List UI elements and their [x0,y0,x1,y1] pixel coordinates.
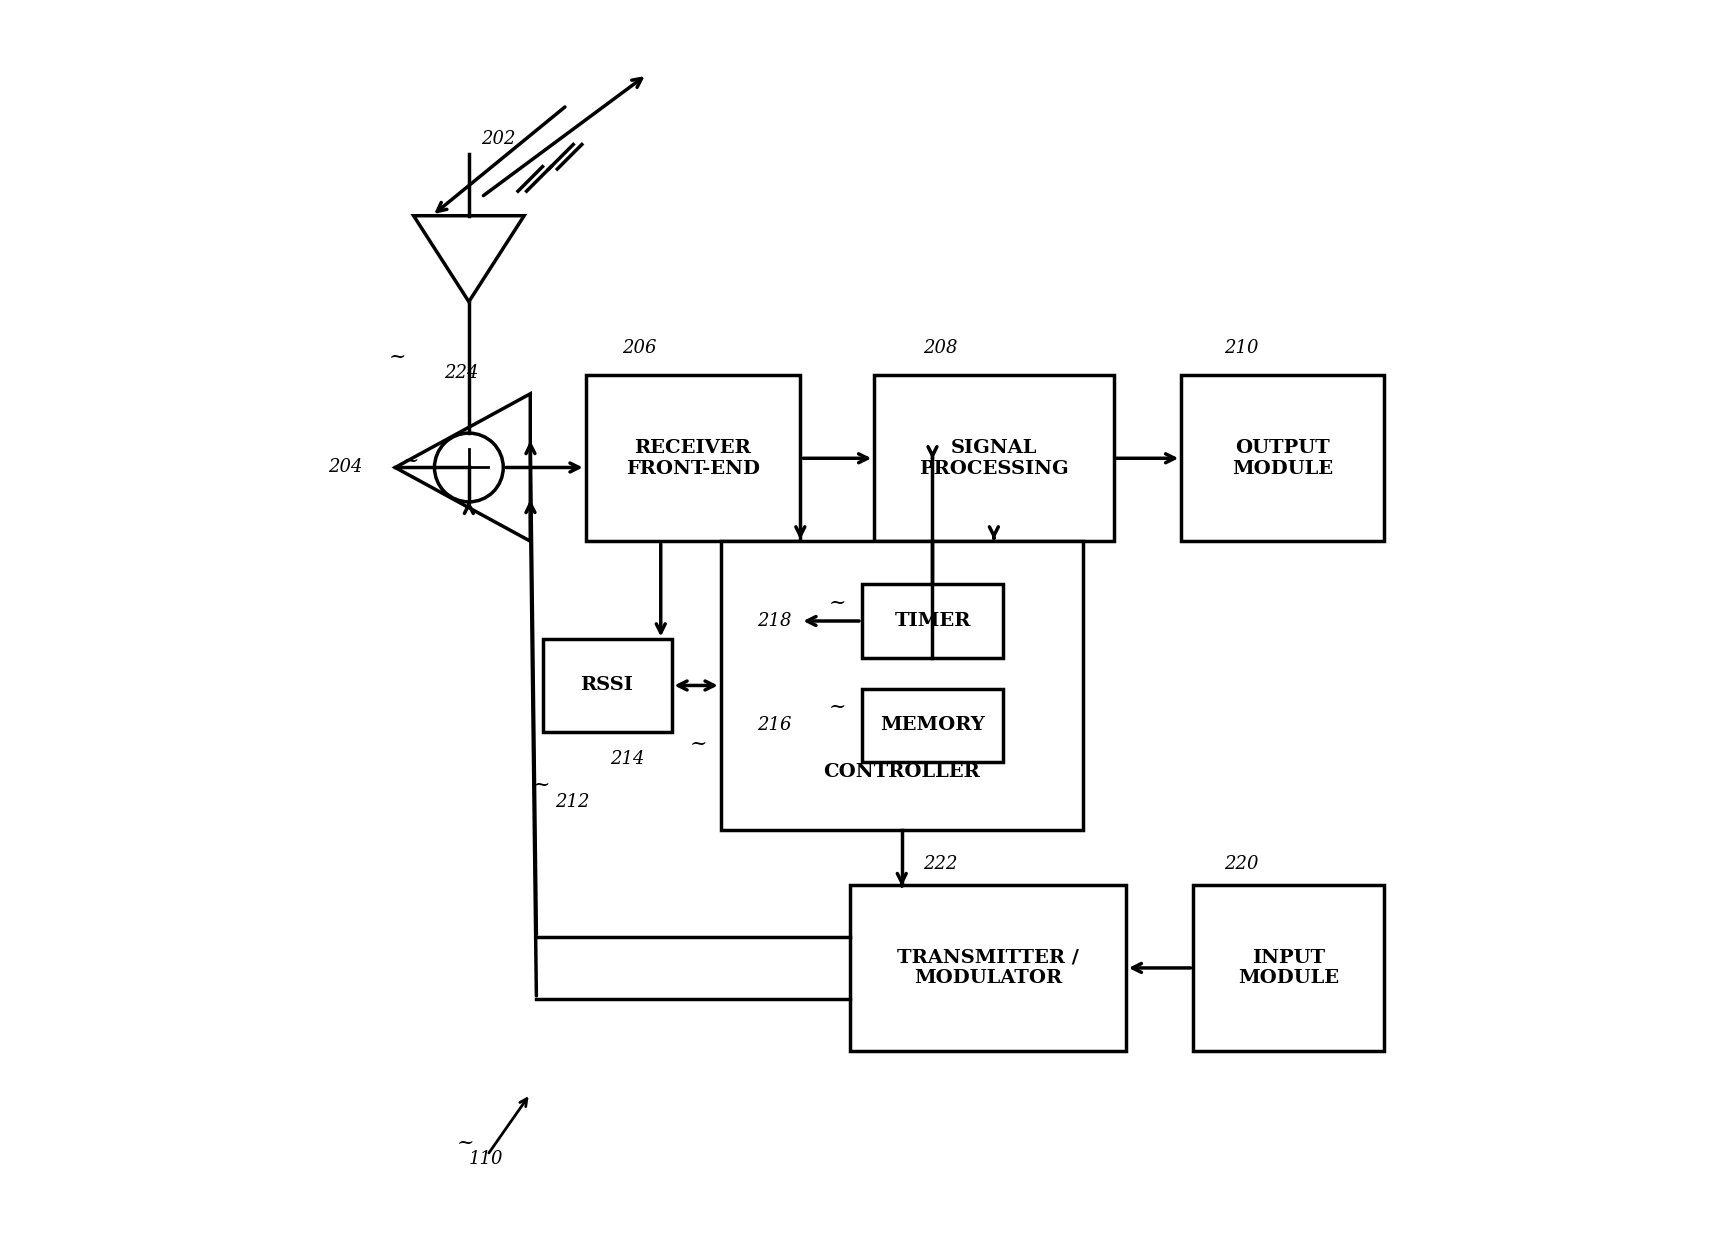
Text: RSSI: RSSI [580,677,634,694]
Bar [875,375,1113,542]
Text: ~: ~ [457,1134,474,1153]
Text: 208: 208 [924,339,958,356]
Text: ~: ~ [689,735,708,754]
Text: OUTPUT
MODULE: OUTPUT MODULE [1233,438,1333,478]
Bar [585,375,800,542]
Text: SIGNAL
PROCESSING: SIGNAL PROCESSING [918,438,1069,478]
Text: MEMORY: MEMORY [880,717,984,734]
Bar [849,886,1127,1051]
Text: TIMER: TIMER [894,612,970,630]
Text: 204: 204 [328,458,363,477]
Bar [720,542,1083,830]
Text: 110: 110 [469,1150,503,1167]
Text: 214: 214 [609,750,644,769]
Text: RECEIVER
FRONT-END: RECEIVER FRONT-END [627,438,760,478]
Text: INPUT
MODULE: INPUT MODULE [1238,949,1338,987]
Text: TRANSMITTER /
MODULATOR: TRANSMITTER / MODULATOR [898,949,1078,987]
Text: ~: ~ [828,594,845,612]
Bar [1180,375,1384,542]
Text: ~: ~ [389,348,406,368]
Text: 210: 210 [1224,339,1259,356]
Text: 220: 220 [1224,854,1259,873]
Bar [861,584,1003,658]
Text: 222: 222 [924,854,958,873]
Bar [861,688,1003,763]
Bar [543,640,672,732]
Text: 224: 224 [444,364,479,381]
Text: 202: 202 [481,130,516,148]
Text: CONTROLLER: CONTROLLER [823,763,981,781]
Text: ~: ~ [828,698,845,717]
Bar [1193,886,1384,1051]
Text: 216: 216 [757,717,792,734]
Text: 218: 218 [757,612,792,630]
Text: 212: 212 [556,794,589,811]
Text: 206: 206 [623,339,656,356]
Text: ~: ~ [533,775,550,795]
Text: ~: ~ [401,452,418,471]
